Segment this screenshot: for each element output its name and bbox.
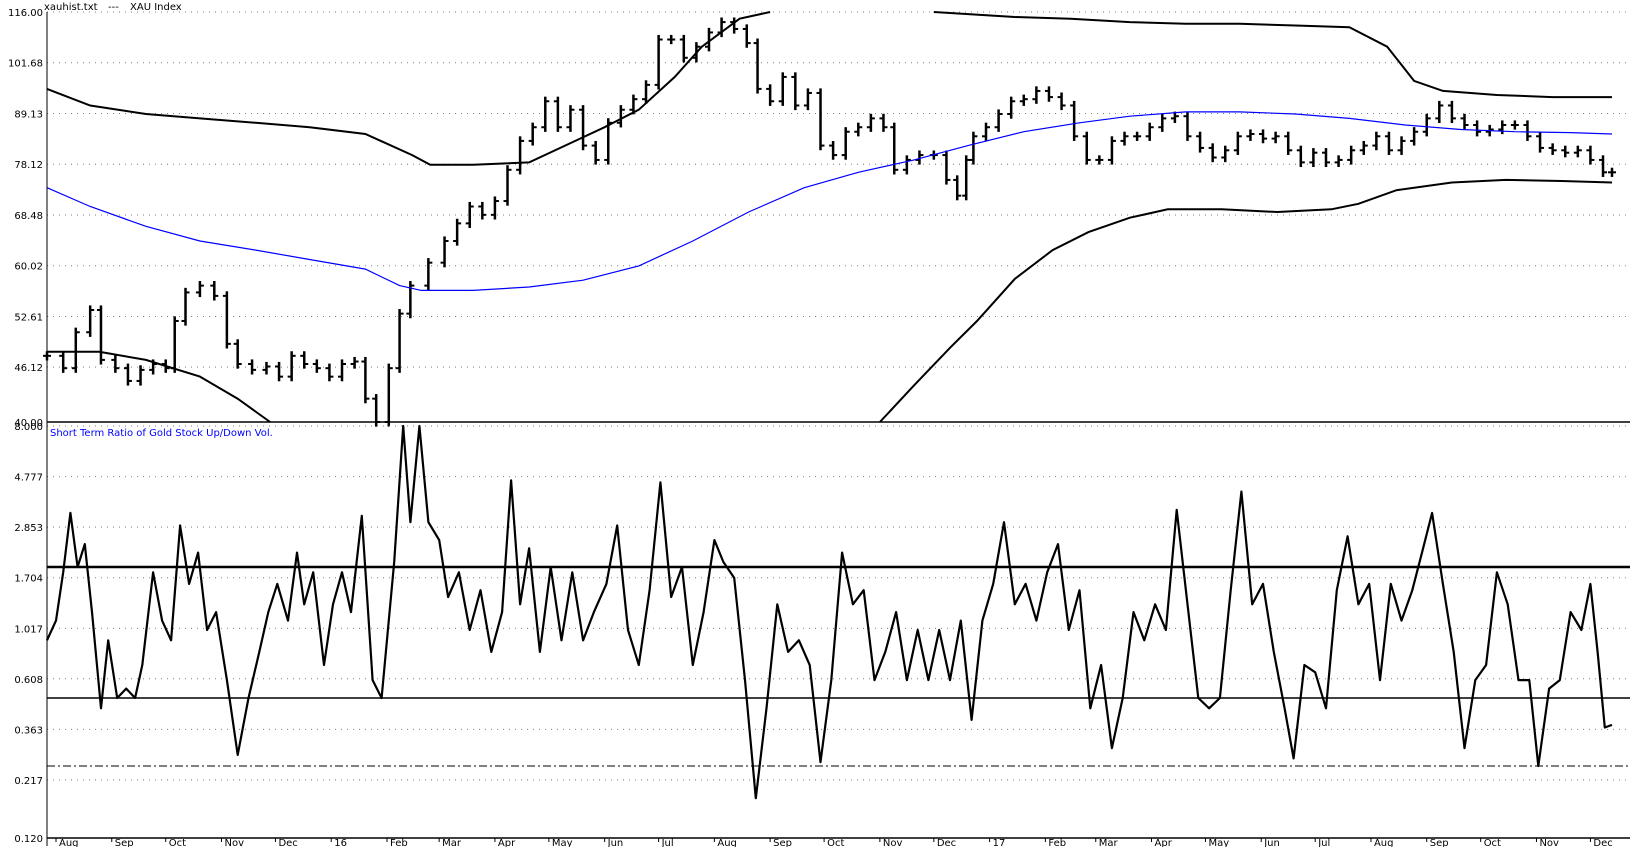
x-tick-label: Jul bbox=[661, 838, 674, 847]
y-tick-label: 0.363 bbox=[14, 725, 43, 736]
x-tick-label: May bbox=[552, 838, 573, 847]
title-separator: --- bbox=[108, 2, 119, 13]
index-label: XAU Index bbox=[130, 2, 182, 13]
moving-average-line bbox=[46, 111, 1613, 291]
x-tick-label: Oct bbox=[827, 838, 844, 847]
band-line bbox=[47, 350, 271, 423]
y-tick-label: 60.02 bbox=[14, 262, 43, 273]
x-tick-label: Mar bbox=[1099, 838, 1119, 847]
x-tick-label: Aug bbox=[1374, 838, 1394, 847]
y-tick-label: 46.12 bbox=[14, 363, 43, 374]
x-tick-label: Jun bbox=[1263, 838, 1280, 847]
y-tick-label: 89.13 bbox=[14, 109, 43, 120]
x-tick-label: Apr bbox=[1155, 838, 1173, 847]
x-tick-label: Nov bbox=[883, 838, 903, 847]
y-tick-label: 1.017 bbox=[14, 624, 43, 635]
band-line bbox=[933, 11, 1612, 99]
y-tick-label: 0.608 bbox=[14, 675, 43, 686]
price-panel: 116.00 101.68 89.13 78.12 68.48 60.02 52.61 46.… bbox=[8, 8, 1630, 429]
y-tick-label: 0.217 bbox=[14, 776, 43, 787]
y-tick-label: 8.000 bbox=[14, 422, 43, 433]
y-tick-label: 52.61 bbox=[14, 312, 43, 323]
x-tick-label: Aug bbox=[717, 838, 737, 847]
x-tick-label: Jul bbox=[1317, 838, 1330, 847]
y-tick-label: 78.12 bbox=[14, 160, 43, 171]
x-tick-label: Jun bbox=[607, 838, 624, 847]
x-tick-label: Mar bbox=[442, 838, 462, 847]
volume-ratio-line bbox=[45, 424, 1613, 800]
x-tick-label: Dec bbox=[937, 838, 956, 847]
x-tick-label: Aug bbox=[59, 838, 79, 847]
x-tick-label: Sep bbox=[115, 838, 134, 847]
y-tick-label: 0.120 bbox=[14, 834, 43, 845]
band-line bbox=[879, 178, 1613, 423]
band-line bbox=[46, 11, 771, 166]
x-axis: Aug Sep Oct Nov Dec 16 Feb Mar Apr May Jun Jul Aug Se… bbox=[55, 838, 1613, 847]
y-tick-label: 2.853 bbox=[14, 523, 43, 534]
x-tick-label: Sep bbox=[1430, 838, 1449, 847]
x-tick-label: Dec bbox=[1593, 838, 1612, 847]
x-tick-label: Feb bbox=[390, 838, 408, 847]
x-tick-label: Oct bbox=[169, 838, 186, 847]
y-tick-label: 101.68 bbox=[8, 59, 43, 70]
y-tick-label: 116.00 bbox=[8, 8, 43, 19]
lower-panel-title: Short Term Ratio of Gold Stock Up/Down V… bbox=[50, 428, 273, 439]
x-tick-label: Oct bbox=[1484, 838, 1501, 847]
x-tick-label: 16 bbox=[334, 838, 347, 847]
x-tick-label: Apr bbox=[498, 838, 516, 847]
x-tick-label: 17 bbox=[993, 838, 1006, 847]
y-tick-label: 1.704 bbox=[14, 574, 43, 585]
x-tick-label: Nov bbox=[224, 838, 244, 847]
x-tick-label: Dec bbox=[278, 838, 297, 847]
y-tick-label: 4.777 bbox=[14, 473, 43, 484]
x-tick-label: Feb bbox=[1048, 838, 1066, 847]
x-tick-label: Sep bbox=[773, 838, 792, 847]
file-label: xauhist.txt bbox=[44, 2, 98, 13]
volume-ratio-panel: 8.000 4.777 2.853 1.704 1.017 0.608 0.363 0.217… bbox=[14, 422, 1630, 845]
y-tick-label: 40.00 bbox=[14, 418, 43, 429]
x-tick-label: Nov bbox=[1539, 838, 1559, 847]
y-tick-label: 68.48 bbox=[14, 211, 43, 222]
x-tick-label: May bbox=[1208, 838, 1229, 847]
